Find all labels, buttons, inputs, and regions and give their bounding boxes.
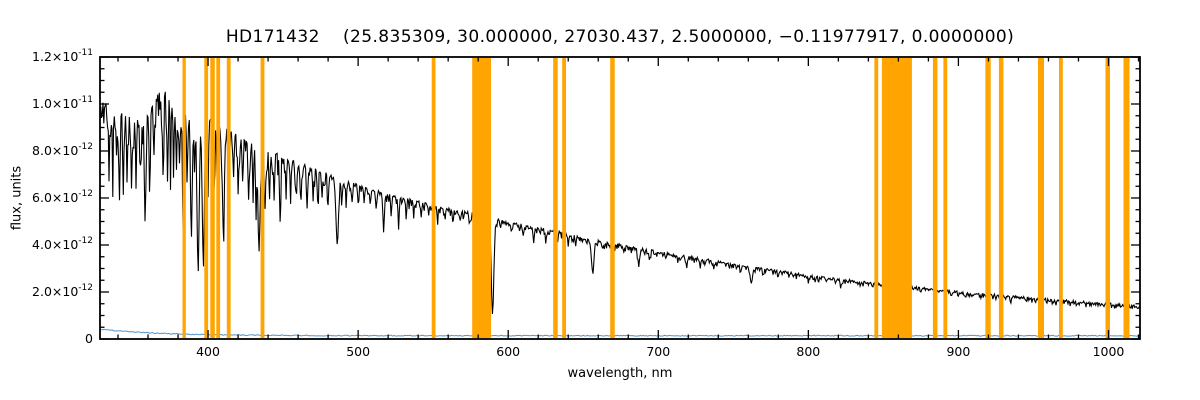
masked-band [431,58,436,338]
y-axis-label: flux, units [9,165,25,231]
plot-title: HD171432 (25.835309, 30.000000, 27030.43… [225,27,1015,47]
masked-band [932,58,938,338]
masked-band [1105,58,1110,338]
masked-band [216,58,221,338]
masked-band [562,58,566,338]
masked-band [881,58,912,338]
masked-band [210,58,215,338]
masked-band [204,58,209,338]
x-tick-label: 800 [796,344,820,359]
masked-band [874,58,879,338]
masked-band [943,58,948,338]
y-tick-label: 4.0×10-12 [32,236,93,252]
y-tick-label: 1.2×10-11 [32,48,93,64]
y-tick-label: 6.0×10-12 [32,189,93,205]
y-tick-label: 8.0×10-12 [32,142,93,158]
masked-band [472,58,491,338]
x-tick-label: 900 [946,344,970,359]
masked-band [182,58,186,338]
masked-band [610,58,615,338]
masked-band [1038,58,1044,338]
x-tick-label: 600 [496,344,520,359]
x-tick-label: 400 [196,344,220,359]
masked-band [260,58,265,338]
y-tick-label: 2.0×10-12 [32,283,93,299]
x-tick-label: 700 [646,344,670,359]
masked-band [1059,58,1063,338]
masked-band [985,58,991,338]
spectrum-curve [99,91,1141,314]
x-tick-label: 1000 [1093,344,1125,359]
y-tick-label: 1.0×10-11 [32,95,93,111]
masked-band [226,58,231,338]
masked-band [553,58,558,338]
x-tick-label: 500 [346,344,370,359]
error-curve [99,328,1141,337]
masked-band [1123,58,1130,338]
masked-band [998,58,1004,338]
x-axis-label: wavelength, nm [567,366,673,381]
y-tick-label: 0 [85,331,93,346]
